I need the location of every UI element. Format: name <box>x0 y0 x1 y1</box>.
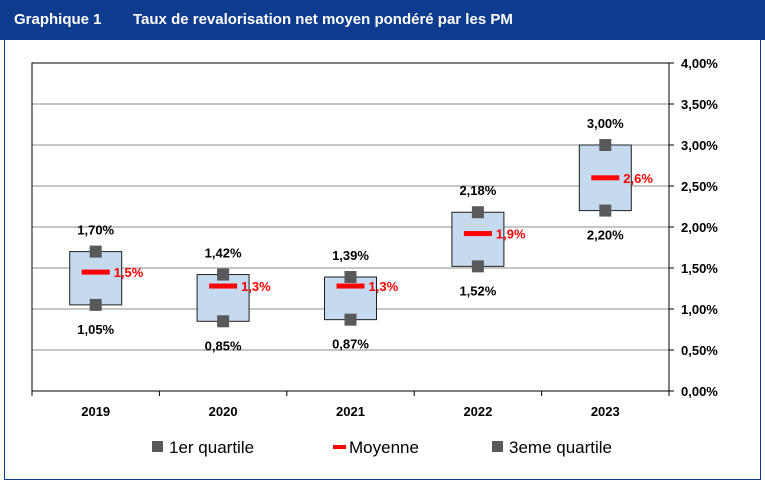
q1-marker <box>471 260 484 273</box>
x-tick-label: 2021 <box>336 404 365 419</box>
chart-header: Graphique 1 Taux de revalorisation net m… <box>0 0 765 40</box>
q3-marker <box>599 139 612 151</box>
mean-label: 1,5% <box>114 265 144 280</box>
chart-number: Graphique 1 <box>14 11 102 28</box>
y-tick-label: 3,50% <box>681 97 718 112</box>
q1-label: 0,87% <box>332 337 369 352</box>
mean-label: 1,3% <box>241 279 271 294</box>
q1-marker <box>344 313 357 326</box>
y-tick-label: 4,00% <box>681 56 718 71</box>
mean-marker <box>463 231 492 237</box>
q3-label: 1,42% <box>205 246 242 261</box>
y-tick-label: 1,00% <box>681 302 718 317</box>
x-tick-label: 2020 <box>209 404 238 419</box>
mean-label: 1,3% <box>369 279 399 294</box>
q3-label: 3,00% <box>587 116 624 131</box>
y-tick-label: 0,00% <box>681 384 718 399</box>
q3-label: 1,70% <box>77 223 114 238</box>
legend-q1-label: 1er quartile <box>169 438 254 457</box>
q1-label: 1,05% <box>77 322 114 337</box>
quartile-box <box>451 211 505 267</box>
x-tick-label: 2022 <box>463 404 492 419</box>
y-tick-label: 3,00% <box>681 138 718 153</box>
mean-marker <box>591 175 620 181</box>
x-tick-label: 2023 <box>591 404 620 419</box>
q1-marker <box>217 315 230 328</box>
legend-q3-marker <box>492 441 503 452</box>
y-tick-label: 2,50% <box>681 179 718 194</box>
quartile-box <box>196 274 250 322</box>
q1-label: 1,52% <box>459 283 496 298</box>
y-tick-label: 2,00% <box>681 220 718 235</box>
y-tick-label: 1,50% <box>681 261 718 276</box>
q1-marker <box>89 298 102 311</box>
legend-mean-marker <box>333 445 346 449</box>
legend-q1-marker <box>152 441 163 452</box>
q1-label: 2,20% <box>587 228 624 243</box>
q1-label: 0,85% <box>205 338 242 353</box>
quartile-box <box>69 251 123 306</box>
q3-marker <box>471 206 484 219</box>
chart-title: Taux de revalorisation net moyen pondéré… <box>133 11 513 28</box>
q3-label: 2,18% <box>459 183 496 198</box>
mean-marker <box>209 283 238 289</box>
legend-q3-label: 3eme quartile <box>509 438 612 457</box>
legend-mean-label: Moyenne <box>349 438 419 457</box>
q3-marker <box>89 245 102 258</box>
plot-area <box>31 62 670 392</box>
q3-marker <box>217 268 230 281</box>
mean-label: 1,9% <box>496 227 526 242</box>
mean-label: 2,6% <box>623 171 653 186</box>
mean-marker <box>81 269 110 275</box>
q3-label: 1,39% <box>332 248 369 263</box>
y-tick-label: 0,50% <box>681 343 718 358</box>
mean-marker <box>336 283 365 289</box>
x-tick-label: 2019 <box>81 404 110 419</box>
q3-marker <box>344 271 357 284</box>
q1-marker <box>599 204 612 217</box>
chart-frame <box>4 40 761 480</box>
